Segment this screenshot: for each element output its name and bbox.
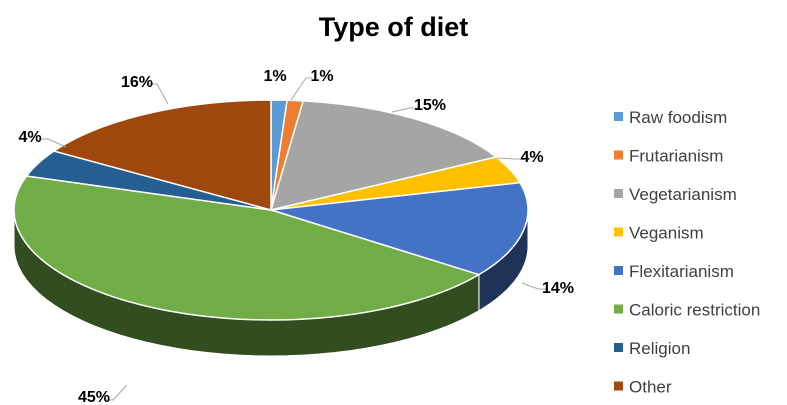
data-label-raw-foodism: 1% xyxy=(263,68,286,85)
pie-tops xyxy=(13,99,529,321)
leader-line-caloric-restriction xyxy=(104,384,128,401)
legend-swatch-other xyxy=(614,381,623,391)
legend-label-raw-foodism: Raw foodism xyxy=(629,108,727,127)
legend-label-caloric-restriction: Caloric restriction xyxy=(629,301,760,320)
legend-swatch-religion xyxy=(614,343,623,352)
legend-swatch-frutarianism xyxy=(614,150,623,160)
legend-swatch-raw-foodism xyxy=(614,112,623,121)
leader-line-flexitarianism xyxy=(521,282,548,290)
leader-line-frutarianism xyxy=(290,77,312,101)
leader-line-religion xyxy=(40,138,67,148)
leader-line-vegetarianism xyxy=(391,107,420,113)
data-label-religion: 4% xyxy=(18,129,41,146)
data-label-other: 16% xyxy=(121,74,153,91)
legend-swatch-vegetarianism xyxy=(614,189,623,198)
legend-label-religion: Religion xyxy=(629,339,690,358)
pie-slice-vegetarianism[interactable] xyxy=(270,100,497,211)
leader-line-veganism xyxy=(496,157,522,160)
pie-slice-caloric-restriction[interactable] xyxy=(13,175,480,321)
legend-label-veganism: Veganism xyxy=(629,224,704,243)
legend-swatch-caloric-restriction xyxy=(614,304,623,314)
legend-label-other: Other xyxy=(629,378,672,397)
legend-label-frutarianism: Frutarianism xyxy=(629,147,723,166)
chart-title: Type of diet xyxy=(318,12,469,42)
legend-label-flexitarianism: Flexitarianism xyxy=(629,262,734,281)
leader-line-other xyxy=(147,83,169,105)
legend-swatch-flexitarianism xyxy=(614,266,623,275)
pie-labels: 1% 1% 15% 4% 14% 45% 4% 16% xyxy=(18,68,574,405)
legend-label-vegetarianism: Vegetarianism xyxy=(629,185,737,204)
legend: Raw foodism Frutarianism Vegetarianism Vega… xyxy=(614,108,760,397)
data-label-caloric-restriction: 45% xyxy=(78,389,110,405)
pie-slice-flexitarianism[interactable] xyxy=(270,181,529,276)
pie-slice-other[interactable] xyxy=(53,99,272,211)
data-label-veganism: 4% xyxy=(520,149,543,166)
legend-swatch-veganism xyxy=(614,227,623,237)
data-label-frutarianism: 1% xyxy=(310,68,333,85)
data-label-vegetarianism: 15% xyxy=(414,97,446,114)
data-label-flexitarianism: 14% xyxy=(542,280,574,297)
